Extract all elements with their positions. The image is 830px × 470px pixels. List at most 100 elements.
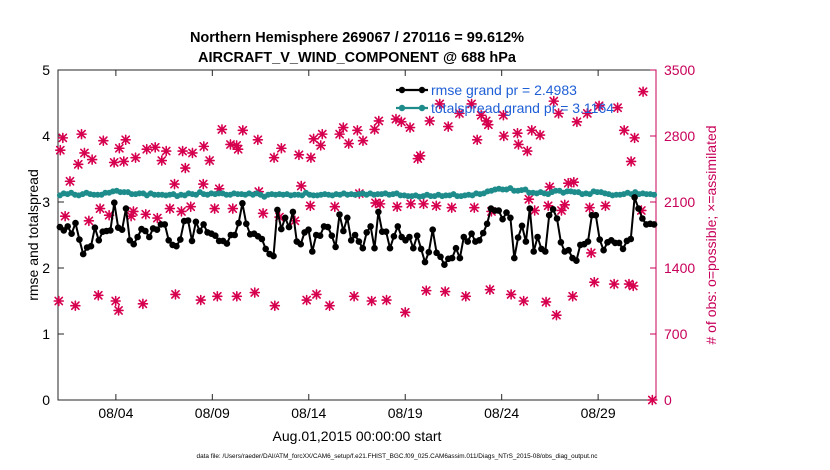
y-left-tick-label: 5 <box>42 62 50 78</box>
obs-assimilated-marker <box>249 287 261 298</box>
obs-assimilated-marker <box>197 178 209 190</box>
rmse-point <box>79 250 87 258</box>
rmse-point <box>592 211 600 219</box>
obs-assimilated-marker <box>556 205 567 216</box>
obs-assimilated-marker <box>118 156 130 167</box>
legend-swatch-point <box>398 104 406 112</box>
rmse-point <box>425 248 433 256</box>
rmse-point <box>165 237 172 244</box>
y-right-tick-label: 0 <box>664 392 672 408</box>
rmse-point <box>460 233 468 241</box>
rmse-point <box>328 232 336 239</box>
obs-assimilated-marker <box>114 142 125 154</box>
obs-assimilated-marker <box>149 142 161 153</box>
obs-assimilated-marker <box>584 202 595 213</box>
rmse-point <box>507 214 514 222</box>
obs-assimilated-marker <box>540 296 552 308</box>
obs-assimilated-marker <box>446 202 458 213</box>
rmse-point <box>95 237 103 244</box>
obs-assimilated-marker <box>366 295 377 307</box>
rmse-point <box>297 240 305 248</box>
obs-assimilated-marker <box>70 300 81 312</box>
rmse-point <box>394 223 402 230</box>
obs-assimilated-marker <box>369 124 380 135</box>
y-right-tick-label: 700 <box>664 326 688 342</box>
obs-assimilated-marker <box>128 206 139 217</box>
rmse-point <box>476 237 483 244</box>
obs-assimilated-marker <box>125 210 137 222</box>
obs-assimilated-marker <box>212 290 223 302</box>
obs-assimilated-marker <box>439 286 451 297</box>
obs-assimilated-marker <box>305 200 316 212</box>
x-tick-label: 08/29 <box>581 405 616 421</box>
obs-assimilated-marker <box>204 155 215 166</box>
obs-assimilated-marker <box>625 156 637 167</box>
legend: rmse grand pr = 2.4983 totalspread grand … <box>396 82 614 116</box>
obs-assimilated-marker <box>562 177 574 189</box>
obs-assimilated-marker <box>152 212 163 224</box>
rmse-point <box>421 258 429 266</box>
rmse-point <box>347 237 355 244</box>
obs-assimilated-marker <box>232 143 244 155</box>
rmse-point <box>600 246 607 254</box>
x-axis-label: Aug.01,2015 00:00:00 start <box>273 428 442 444</box>
obs-assimilated-marker <box>315 140 327 151</box>
rmse-point <box>386 244 394 252</box>
obs-assimilated-marker <box>381 294 392 306</box>
obs-assimilated-marker <box>348 290 360 302</box>
x-tick-label: 08/09 <box>195 405 230 421</box>
obs-assimilated-marker <box>209 203 220 214</box>
obs-assimilated-marker <box>460 290 472 302</box>
rmse-point <box>184 217 192 224</box>
obs-assimilated-marker <box>216 124 228 135</box>
legend-swatch-point <box>418 104 426 112</box>
rmse-point <box>534 233 541 241</box>
chart-title-line-2: AIRCRAFT_V_WIND_COMPONENT @ 688 hPa <box>198 50 517 66</box>
obs-assimilated-marker <box>86 154 98 165</box>
rmse-point <box>417 245 425 253</box>
obs-assimilated-marker <box>420 285 432 296</box>
obs-assimilated-marker <box>324 300 335 312</box>
rmse-point <box>351 231 359 239</box>
obs-assimilated-marker <box>141 143 153 155</box>
rmse-point <box>615 239 623 247</box>
obs-series <box>53 86 658 406</box>
rmse-point <box>122 205 130 212</box>
rmse-point <box>406 233 413 241</box>
x-tick-label: 08/19 <box>388 405 423 421</box>
obs-assimilated-marker <box>534 129 546 141</box>
obs-assimilated-marker <box>164 203 176 214</box>
obs-assimilated-marker <box>295 180 307 192</box>
y-left-tick-label: 1 <box>42 326 50 342</box>
legend-entry-rmse: rmse grand pr = 2.4983 <box>431 82 577 98</box>
obs-assimilated-marker <box>629 132 640 144</box>
obs-assimilated-marker <box>76 128 87 140</box>
rmse-point <box>281 214 289 222</box>
rmse-point <box>223 240 231 247</box>
rmse-point <box>410 244 417 252</box>
obs-assimilated-marker <box>518 295 529 307</box>
rmse-point <box>530 248 537 255</box>
legend-entry-spread: totalspread grand pr = 3.1164 <box>431 100 614 116</box>
obs-assimilated-marker <box>293 149 305 161</box>
rmse-point <box>363 229 371 236</box>
rmse-point <box>499 215 506 223</box>
obs-assimilated-marker <box>352 125 363 136</box>
obs-assimilated-marker <box>430 200 442 212</box>
x-tick-label: 08/04 <box>98 405 133 421</box>
obs-assimilated-marker <box>548 95 560 107</box>
rmse-point <box>631 194 638 201</box>
rmse-point <box>258 235 266 243</box>
rmse-point <box>76 236 83 243</box>
rmse-point <box>146 233 153 241</box>
x-tick-label: 08/14 <box>291 405 326 421</box>
obs-assimilated-marker <box>390 113 402 125</box>
obs-assimilated-marker <box>529 205 540 216</box>
obs-assimilated-marker <box>608 278 620 290</box>
obs-assimilated-marker <box>475 109 487 121</box>
rmse-point <box>192 218 200 226</box>
rmse-point <box>553 215 561 222</box>
rmse-point <box>565 246 572 254</box>
y-right-tick-label: 2100 <box>664 194 695 210</box>
obs-assimilated-marker <box>268 152 280 163</box>
